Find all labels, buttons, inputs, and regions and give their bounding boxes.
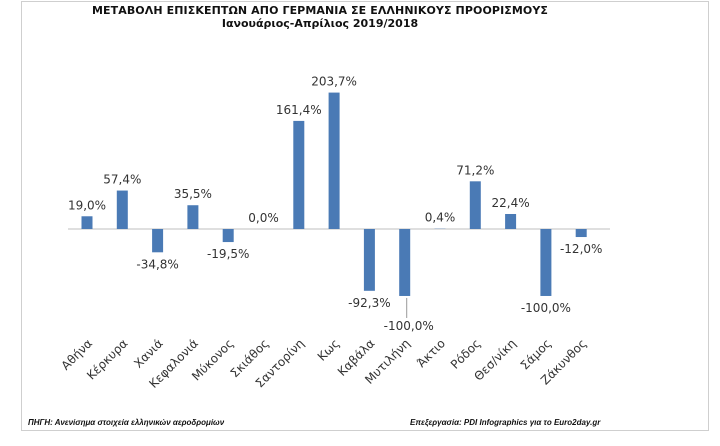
chart-title: ΜΕΤΑΒΟΛΗ ΕΠΙΣΚΕΠΤΩΝ ΑΠΟ ΓΕΡΜΑΝΙΑ ΣΕ ΕΛΛΗ… [91, 4, 549, 17]
chart-frame [21, 1, 709, 431]
data-label-3: -34,8% [136, 257, 178, 271]
bar-7 [293, 120, 305, 229]
data-label-9: -92,3% [348, 296, 390, 310]
data-label-11: 0,4% [425, 211, 456, 225]
bar-14 [540, 229, 552, 296]
bar-10 [399, 229, 411, 296]
data-label-7: 161,4% [276, 103, 322, 117]
bar-5 [222, 229, 234, 243]
bar-4 [187, 205, 199, 229]
data-label-5: -19,5% [207, 247, 249, 261]
chart-subtitle: Ιανουάριος-Απρίλιος 2019/2018 [221, 17, 419, 30]
data-label-10: -100,0% [384, 319, 434, 333]
bar-9 [363, 229, 375, 291]
data-label-2: 57,4% [103, 173, 141, 187]
bar-2 [116, 190, 128, 229]
bar-3 [152, 229, 164, 253]
data-label-1: 19,0% [68, 198, 106, 212]
credit-note: Επεξεργασία: PDI Infographics για το Eur… [410, 418, 601, 427]
data-label-4: 35,5% [174, 187, 212, 201]
data-label-8: 203,7% [311, 75, 357, 89]
bar-12 [469, 181, 481, 229]
data-label-14: -100,0% [521, 301, 571, 315]
bar-8 [328, 92, 340, 229]
data-label-13: 22,4% [492, 196, 530, 210]
data-label-6: 0,0% [248, 211, 279, 225]
data-label-15: -12,0% [560, 242, 602, 256]
bar-1 [81, 216, 93, 229]
bar-15 [575, 229, 587, 238]
bar-13 [505, 213, 517, 229]
category-label-11: Άκτιο [414, 336, 448, 370]
source-note: ΠΗΓΗ: Ανενίσημα στοιχεία ελληνικών αεροδ… [28, 418, 225, 427]
category-label-8: Κως [315, 336, 343, 364]
data-label-12: 71,2% [456, 163, 494, 177]
